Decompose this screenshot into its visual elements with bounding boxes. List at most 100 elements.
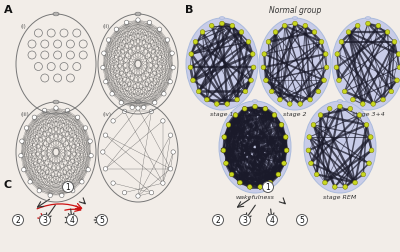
Circle shape bbox=[100, 150, 105, 154]
Circle shape bbox=[282, 24, 287, 29]
Circle shape bbox=[332, 185, 337, 190]
Text: 2: 2 bbox=[16, 216, 20, 225]
Circle shape bbox=[314, 172, 319, 177]
Circle shape bbox=[114, 28, 118, 32]
Circle shape bbox=[268, 180, 272, 185]
Circle shape bbox=[62, 182, 74, 193]
Circle shape bbox=[168, 167, 173, 171]
Circle shape bbox=[233, 113, 238, 118]
Ellipse shape bbox=[365, 18, 371, 20]
Circle shape bbox=[40, 215, 50, 226]
Circle shape bbox=[312, 30, 317, 35]
Circle shape bbox=[385, 30, 390, 35]
Circle shape bbox=[48, 194, 52, 198]
Circle shape bbox=[269, 90, 274, 94]
Circle shape bbox=[101, 66, 105, 71]
Circle shape bbox=[147, 21, 152, 25]
Circle shape bbox=[334, 66, 339, 70]
Circle shape bbox=[395, 79, 399, 83]
Circle shape bbox=[318, 113, 323, 118]
Ellipse shape bbox=[259, 19, 331, 111]
Circle shape bbox=[209, 24, 214, 29]
Circle shape bbox=[276, 172, 281, 177]
Circle shape bbox=[381, 98, 386, 103]
Circle shape bbox=[12, 215, 24, 226]
Circle shape bbox=[264, 79, 268, 83]
Circle shape bbox=[226, 123, 231, 128]
Circle shape bbox=[89, 154, 93, 158]
Circle shape bbox=[191, 79, 195, 83]
Circle shape bbox=[196, 90, 201, 94]
Ellipse shape bbox=[219, 102, 291, 193]
Circle shape bbox=[261, 66, 266, 70]
Text: A: A bbox=[4, 5, 13, 15]
Text: 3: 3 bbox=[242, 216, 248, 225]
Circle shape bbox=[364, 123, 369, 128]
Circle shape bbox=[103, 167, 108, 171]
Circle shape bbox=[308, 98, 312, 103]
Text: 4: 4 bbox=[70, 216, 74, 225]
Circle shape bbox=[136, 194, 140, 198]
Circle shape bbox=[243, 90, 248, 94]
Circle shape bbox=[83, 126, 88, 131]
Text: stage REM: stage REM bbox=[323, 195, 357, 199]
Circle shape bbox=[266, 215, 278, 226]
Circle shape bbox=[238, 180, 242, 185]
Circle shape bbox=[367, 161, 371, 166]
Circle shape bbox=[361, 172, 366, 177]
Circle shape bbox=[335, 52, 340, 57]
Circle shape bbox=[262, 182, 274, 193]
Circle shape bbox=[165, 39, 170, 43]
Text: 5: 5 bbox=[100, 216, 104, 225]
Circle shape bbox=[42, 109, 47, 113]
Circle shape bbox=[306, 148, 311, 153]
Circle shape bbox=[66, 215, 78, 226]
Circle shape bbox=[389, 90, 394, 94]
Circle shape bbox=[149, 191, 154, 195]
Circle shape bbox=[111, 119, 115, 123]
Circle shape bbox=[338, 105, 342, 109]
Circle shape bbox=[188, 66, 193, 70]
Circle shape bbox=[122, 191, 127, 195]
Circle shape bbox=[343, 185, 348, 190]
Circle shape bbox=[106, 39, 111, 43]
Circle shape bbox=[273, 30, 278, 35]
Circle shape bbox=[278, 98, 282, 103]
Circle shape bbox=[119, 101, 124, 106]
Circle shape bbox=[122, 110, 127, 114]
Circle shape bbox=[246, 40, 251, 45]
Circle shape bbox=[298, 102, 302, 107]
Circle shape bbox=[221, 148, 226, 153]
Circle shape bbox=[396, 52, 400, 57]
Circle shape bbox=[222, 135, 227, 140]
Circle shape bbox=[240, 215, 250, 226]
Circle shape bbox=[168, 133, 173, 138]
Circle shape bbox=[204, 98, 209, 103]
Circle shape bbox=[284, 148, 289, 153]
Circle shape bbox=[337, 79, 341, 83]
Ellipse shape bbox=[252, 100, 258, 103]
Circle shape bbox=[371, 102, 376, 107]
Circle shape bbox=[161, 119, 165, 123]
Text: stage 3+4: stage 3+4 bbox=[352, 112, 384, 117]
Ellipse shape bbox=[186, 19, 258, 111]
Circle shape bbox=[249, 79, 253, 83]
Circle shape bbox=[279, 123, 284, 128]
Text: wakefulness: wakefulness bbox=[236, 195, 274, 199]
Circle shape bbox=[251, 66, 256, 70]
Circle shape bbox=[152, 101, 157, 106]
Ellipse shape bbox=[337, 100, 343, 103]
Text: (iv): (iv) bbox=[103, 112, 112, 116]
Circle shape bbox=[309, 161, 313, 166]
Text: C: C bbox=[4, 179, 12, 189]
Circle shape bbox=[86, 168, 90, 172]
Circle shape bbox=[80, 180, 84, 184]
Circle shape bbox=[111, 181, 115, 185]
Text: 1: 1 bbox=[66, 183, 70, 192]
Circle shape bbox=[19, 154, 23, 158]
Circle shape bbox=[149, 110, 154, 114]
Text: stage 2: stage 2 bbox=[283, 112, 307, 117]
Circle shape bbox=[293, 22, 297, 27]
Circle shape bbox=[142, 106, 146, 110]
Circle shape bbox=[262, 52, 267, 57]
